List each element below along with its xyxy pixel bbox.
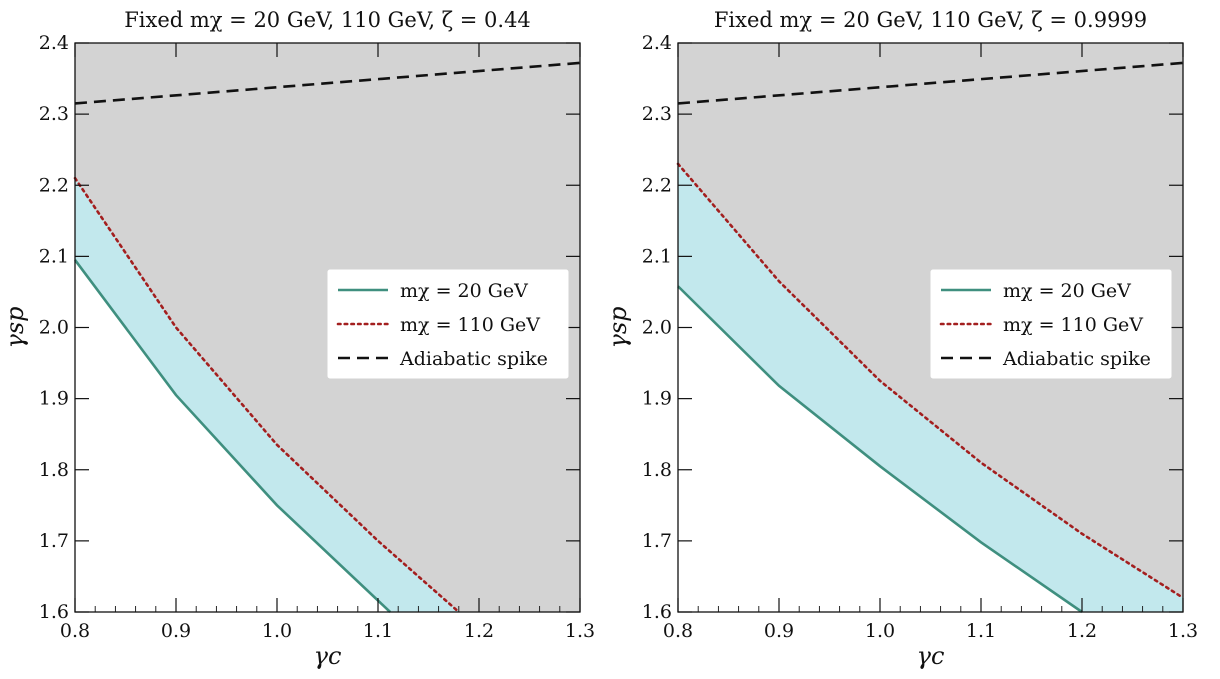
legend-label-1: mχ = 20 GeV: [1003, 280, 1131, 302]
x-tick-label: 1.0: [865, 620, 895, 642]
series-line-2: [73, 176, 461, 614]
x-tick-label: 1.2: [464, 620, 494, 642]
y-tick-label: 1.7: [39, 530, 69, 552]
y-tick-label: 2.0: [39, 317, 69, 339]
y-tick-label: 1.6: [39, 601, 69, 623]
chart-panel-1: 0.8 0.9 1.0 1.1 1.2 1.3 1.6 1.7 1.8 1.9 2.0 2.1 2.2 2…: [1, 8, 595, 670]
y-axis-label: γsp: [604, 306, 632, 348]
legend-label-3: Adiabatic spike: [1002, 348, 1151, 370]
chart-panel-2: 0.8 0.9 1.0 1.1 1.2 1.3 1.6 1.7 1.8 1.9 2.0 2.1 2.2 2…: [604, 8, 1198, 670]
x-tick-label: 0.8: [60, 620, 90, 642]
legend-label-2: mχ = 110 GeV: [400, 314, 540, 336]
y-tick-label: 2.1: [642, 245, 672, 267]
x-tick-label: 0.9: [764, 620, 794, 642]
y-tick-label: 1.9: [642, 388, 672, 410]
x-axis-label: γc: [314, 642, 342, 670]
chart-title: Fixed mχ = 20 GeV, 110 GeV, ζ = 0.9999: [714, 8, 1147, 32]
x-axis-label: γc: [917, 642, 945, 670]
y-tick-label: 2.2: [39, 174, 69, 196]
y-axis-label: γsp: [1, 306, 29, 348]
y-tick-label: 2.2: [642, 174, 672, 196]
y-tick-label: 1.8: [642, 459, 672, 481]
y-tick-label: 2.3: [39, 103, 69, 125]
legend-box: [930, 269, 1172, 379]
y-tick-label: 2.1: [39, 245, 69, 267]
y-tick-label: 1.7: [642, 530, 672, 552]
series-line-3: [74, 61, 581, 105]
x-tick-label: 1.1: [363, 620, 393, 642]
series-line-1: [73, 259, 392, 613]
y-tick-label: 1.6: [642, 601, 672, 623]
y-tick-label: 2.4: [39, 32, 69, 54]
x-tick-label: 0.8: [663, 620, 693, 642]
y-tick-label: 2.4: [642, 32, 672, 54]
y-tick-label: 1.9: [39, 388, 69, 410]
legend-box: [327, 269, 569, 379]
y-tick-label: 2.0: [642, 317, 672, 339]
x-tick-label: 1.2: [1067, 620, 1097, 642]
legend-label-3: Adiabatic spike: [399, 348, 548, 370]
x-tick-label: 1.3: [565, 620, 595, 642]
legend-label-2: mχ = 110 GeV: [1003, 314, 1143, 336]
x-tick-label: 1.3: [1168, 620, 1198, 642]
x-tick-label: 0.9: [161, 620, 191, 642]
series-line-2: [676, 162, 1185, 600]
legend-label-1: mχ = 20 GeV: [400, 280, 528, 302]
y-tick-label: 2.3: [642, 103, 672, 125]
series-line-1: [677, 285, 1083, 614]
x-tick-label: 1.1: [966, 620, 996, 642]
y-tick-label: 1.8: [39, 459, 69, 481]
x-tick-label: 1.0: [262, 620, 292, 642]
chart-title: Fixed mχ = 20 GeV, 110 GeV, ζ = 0.44: [124, 8, 531, 32]
series-line-3: [677, 61, 1184, 105]
